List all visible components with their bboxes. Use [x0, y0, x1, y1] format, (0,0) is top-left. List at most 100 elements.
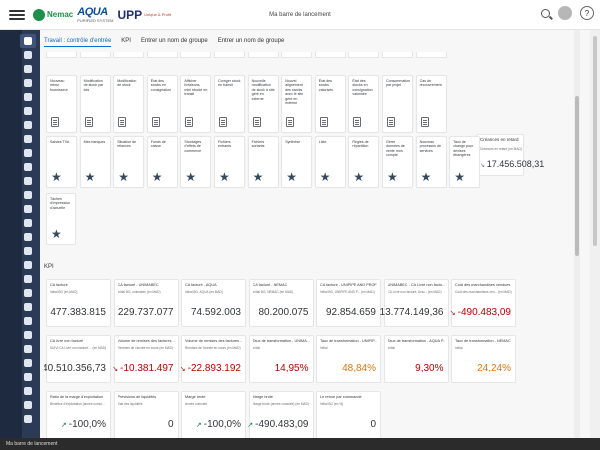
kpi-tile[interactable]: Le retour par commande Initial BG (en %) 0 — [316, 391, 381, 438]
app-tile[interactable]: Nouveau processus de services ★ — [415, 136, 447, 188]
kpi-tile[interactable]: CA facturé - UNIMABEC Initial BG, unimabe… — [113, 279, 179, 327]
app-tile[interactable]: Fichiers entrants ★ — [214, 136, 245, 188]
sidebar-item-icon[interactable] — [24, 51, 32, 59]
sidebar-item-icon[interactable] — [24, 93, 32, 101]
kpi-tile[interactable]: Marge brute Marge brute (année cumulée) (… — [247, 391, 314, 438]
app-tile[interactable]: Nouvelle modification de stock à site gé… — [247, 75, 279, 133]
app-tile[interactable]: État des stocks valorisés — [314, 75, 346, 133]
app-tile[interactable]: État des stocks en consignation valorisé… — [348, 75, 380, 133]
sidebar-item-icon[interactable] — [24, 359, 32, 367]
window-scrollbar-thumb[interactable] — [593, 36, 597, 246]
kpi-tile[interactable]: Taux de transformation - AQUA P... Initia… — [383, 335, 449, 383]
kpi-tile[interactable]: CA facturé - UNIPIPE AND PROFIL Initial B… — [316, 279, 381, 327]
kpi-tile[interactable]: Marge brute Année cumulée ↗ -100,0% — [181, 391, 246, 438]
sidebar-item-icon[interactable] — [24, 149, 32, 157]
kpi-tile[interactable]: Volume de remises des factures ... Remise… — [180, 335, 246, 383]
app-tile[interactable]: Fichiers sortants ★ — [247, 136, 279, 188]
tab-group-2[interactable]: Entrer un nom de groupe — [217, 38, 285, 44]
sidebar-item-icon[interactable] — [24, 415, 32, 423]
sidebar-item-icon[interactable] — [24, 247, 32, 255]
app-tile[interactable]: Gérer données de vente mon compte ★ — [382, 136, 413, 188]
sidebar-item-icon[interactable] — [24, 37, 32, 45]
tile-taches-impression[interactable]: Tâches d'impression d'actuelle ★ — [46, 193, 76, 245]
sidebar-item-icon[interactable] — [24, 275, 32, 283]
sidebar-item-icon[interactable] — [24, 191, 32, 199]
tile-partial[interactable] — [415, 52, 447, 58]
app-tile[interactable]: Nouvel alignement des stocks avec le sit… — [281, 75, 313, 133]
tile-partial[interactable] — [46, 52, 77, 58]
tile-partial[interactable] — [146, 52, 178, 58]
sidebar-item-icon[interactable] — [24, 387, 32, 395]
sidebar-item-icon[interactable] — [24, 289, 32, 297]
sidebar-item-icon[interactable] — [24, 261, 32, 269]
sidebar-item-icon[interactable] — [24, 135, 32, 143]
tile-partial[interactable] — [247, 52, 279, 58]
kpi-tile[interactable]: Prévisions de liquidités État des liquidi… — [113, 391, 179, 438]
kpi-tile[interactable]: UNIMABEC - CA Livré non factu... CA Livré… — [380, 279, 449, 327]
kpi-tile[interactable]: CA facturé Initial BG (en MAD) 477.383.815 — [46, 279, 111, 327]
tile-partial[interactable] — [214, 52, 245, 58]
sidebar-item-icon[interactable] — [24, 107, 32, 115]
kpi-tile[interactable]: Taux de transformation - UNIPIP... Initia… — [316, 335, 381, 383]
kpi-tile[interactable]: CA livré non facturé SUIVI CA Livré non f… — [44, 335, 111, 383]
kpi-tile[interactable]: Taux de transformation - NEMAC Initial 24,… — [451, 335, 516, 383]
tile-creances-retard[interactable]: Créances en retard Créances en retard (e… — [476, 134, 544, 176]
kpi-tile[interactable]: CA facturé - AQUA Initial BG, AQUA (en MA… — [181, 279, 246, 327]
tile-partial[interactable] — [180, 52, 212, 58]
star-icon: ★ — [151, 170, 163, 184]
tile-partial[interactable] — [348, 52, 380, 58]
kpi-tile[interactable]: Volume de remises des factures ... Remise… — [112, 335, 179, 383]
sidebar-item-icon[interactable] — [24, 345, 32, 353]
sidebar-item-icon[interactable] — [24, 233, 32, 241]
app-tile[interactable]: Modification de stock — [113, 75, 145, 133]
app-tile[interactable]: État des stocks en consignation — [146, 75, 178, 133]
app-tile[interactable]: Consommation par projet — [382, 75, 413, 133]
tile-title: Nouvel alignement des stocks avec le sit… — [285, 79, 304, 106]
menu-icon[interactable] — [9, 9, 25, 20]
tab-controle-entree[interactable]: Travail : contrôle d'entrée — [44, 38, 112, 47]
kpi-tile[interactable]: Coût des marchandises vendues Coût des ma… — [450, 279, 516, 327]
app-tile[interactable]: Taux de change pour devises étrangères ★ — [449, 136, 481, 188]
kpi-tile[interactable]: Ratio de la marge d'exploitation Bénéfice… — [46, 391, 111, 438]
tab-kpi[interactable]: KPI — [121, 38, 131, 44]
help-button[interactable]: ? — [580, 6, 594, 20]
tile-partial[interactable] — [79, 52, 111, 58]
app-tile[interactable]: Règles de répartition ★ — [348, 136, 380, 188]
tile-partial[interactable] — [113, 52, 145, 58]
avatar[interactable] — [558, 6, 572, 20]
app-tile[interactable]: Liste ★ — [314, 136, 346, 188]
tab-group-1[interactable]: Entrer un nom de groupe — [140, 38, 208, 44]
app-tile[interactable]: Situation de relances ★ — [113, 136, 145, 188]
tile-partial[interactable] — [314, 52, 346, 58]
search-icon[interactable] — [541, 8, 550, 18]
app-tile[interactable]: Cas de recouvrement — [415, 75, 447, 133]
kpi-tile[interactable]: CA facturé - NEMAC Initial BG, NEMAC (en … — [248, 279, 314, 327]
sidebar-item-icon[interactable] — [24, 401, 32, 409]
sidebar-item-icon[interactable] — [24, 79, 32, 87]
sidebar-item-icon[interactable] — [24, 163, 32, 171]
sidebar-item-icon[interactable] — [24, 177, 32, 185]
sidebar-item-icon[interactable] — [24, 331, 32, 339]
app-tile[interactable]: Stockages d'effets de commerce ★ — [180, 136, 212, 188]
sidebar-item-icon[interactable] — [24, 121, 32, 129]
tile-partial[interactable] — [281, 52, 313, 58]
app-tile[interactable]: Modification de stock par lots — [79, 75, 111, 133]
sidebar-item-icon[interactable] — [24, 205, 32, 213]
app-tile[interactable]: Nouveau retour fournisseur — [46, 75, 77, 133]
sidebar-item-icon[interactable] — [24, 219, 32, 227]
sidebar-item-icon[interactable] — [24, 65, 32, 73]
app-tile[interactable]: Saisies TVA ★ — [46, 136, 77, 188]
app-tile[interactable]: Afficher livraisons, mini stocké en tran… — [180, 75, 212, 133]
app-tile[interactable]: Mes banques ★ — [79, 136, 111, 188]
sidebar-item-icon[interactable] — [24, 317, 32, 325]
tile-partial[interactable] — [382, 52, 413, 58]
main-scrollbar-thumb[interactable] — [575, 96, 579, 256]
main-scrollbar[interactable] — [574, 30, 580, 438]
kpi-tile[interactable]: Taux de transformation - UNIMA... Initial… — [248, 335, 314, 383]
app-tile[interactable]: Synthèse ★ — [281, 136, 313, 188]
app-tile[interactable]: Corriger stock en transit — [214, 75, 245, 133]
window-scrollbar[interactable] — [590, 30, 600, 438]
sidebar-item-icon[interactable] — [24, 303, 32, 311]
app-tile[interactable]: Fonds de caisse ★ — [146, 136, 178, 188]
sidebar-item-icon[interactable] — [24, 373, 32, 381]
